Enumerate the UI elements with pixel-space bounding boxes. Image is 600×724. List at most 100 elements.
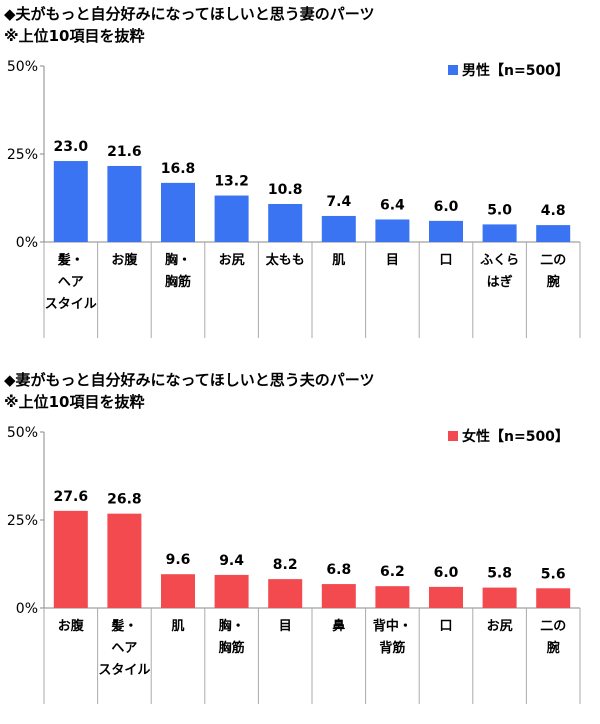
x-tick-label: 二の腕 bbox=[540, 619, 566, 656]
x-tick-label: 目 bbox=[279, 619, 292, 634]
data-label: 6.8 bbox=[326, 562, 351, 578]
bar bbox=[107, 165, 142, 242]
legend-swatch bbox=[448, 431, 458, 441]
data-label: 6.2 bbox=[380, 564, 405, 580]
legend-label: 女性【n=500】 bbox=[462, 428, 569, 445]
bar bbox=[161, 574, 195, 608]
x-tick-label: お腹 bbox=[111, 252, 138, 268]
y-tick-label: 50% bbox=[7, 425, 38, 441]
x-tick-label: 口 bbox=[439, 619, 452, 634]
data-label: 27.6 bbox=[54, 489, 89, 505]
x-tick-label-line: 太もも bbox=[265, 252, 305, 268]
x-tick-label: 髪・ヘアスタイル bbox=[98, 618, 150, 678]
x-tick-label-line: 目 bbox=[386, 253, 399, 268]
x-tick-label: 髪・ヘアスタイル bbox=[45, 252, 97, 312]
y-tick-label: 50% bbox=[7, 59, 38, 75]
bar bbox=[321, 215, 356, 242]
y-tick-label: 0% bbox=[16, 235, 38, 251]
x-tick-label-line: 髪・ bbox=[57, 252, 84, 268]
x-tick-label: 鼻 bbox=[332, 618, 345, 634]
x-tick-label-line: 胸・ bbox=[165, 252, 191, 268]
bar bbox=[536, 588, 571, 608]
x-tick-label-line: 腕 bbox=[547, 274, 560, 290]
chart-title: ◆妻がもっと自分好みになってほしいと思う夫のパーツ bbox=[4, 371, 375, 389]
x-tick-label: 背中・背筋 bbox=[373, 618, 412, 656]
data-label: 16.8 bbox=[161, 161, 196, 177]
bar bbox=[268, 579, 303, 608]
data-label: 26.8 bbox=[107, 492, 142, 508]
data-label: 10.8 bbox=[268, 182, 303, 198]
x-tick-label-line: 二の bbox=[540, 253, 566, 268]
bar bbox=[53, 161, 88, 242]
x-tick-label-line: スタイル bbox=[98, 663, 150, 678]
data-label: 6.0 bbox=[434, 199, 459, 215]
x-tick-label: 太もも bbox=[265, 252, 305, 268]
legend-swatch bbox=[448, 65, 458, 75]
x-tick-label: 肌 bbox=[332, 253, 345, 268]
bar bbox=[482, 587, 517, 608]
chart-title: ◆夫がもっと自分好みになってほしいと思う妻のパーツ bbox=[4, 5, 375, 23]
bar bbox=[107, 513, 142, 608]
x-tick-label: 口 bbox=[439, 253, 452, 268]
bar bbox=[482, 224, 517, 242]
x-tick-label: お尻 bbox=[487, 619, 513, 634]
x-tick-label: 二の腕 bbox=[540, 253, 566, 290]
data-label: 6.4 bbox=[380, 197, 405, 213]
x-tick-label-line: 二の bbox=[540, 619, 566, 634]
data-label: 5.0 bbox=[487, 202, 512, 218]
bar bbox=[429, 586, 463, 608]
x-tick-label: 胸・胸筋 bbox=[219, 618, 245, 656]
x-tick-label: お腹 bbox=[58, 618, 85, 634]
x-tick-label-line: 胸筋 bbox=[165, 274, 191, 290]
chart-section-wife: ◆妻がもっと自分好みになってほしいと思う夫のパーツ ※上位10項目を抜粋 0% 2… bbox=[0, 366, 600, 724]
y-tick-label: 25% bbox=[7, 147, 38, 163]
data-label: 4.8 bbox=[541, 203, 566, 219]
x-tick-label-line: お腹 bbox=[58, 618, 85, 634]
x-tick-label: 肌 bbox=[171, 619, 184, 634]
x-tick-label-line: お尻 bbox=[219, 253, 245, 268]
chart-section-husband: ◆夫がもっと自分好みになってほしいと思う妻のパーツ ※上位10項目を抜粋 0% 2… bbox=[4, 5, 581, 338]
x-tick-label: ふくらはぎ bbox=[480, 253, 519, 290]
data-label: 5.8 bbox=[487, 566, 512, 582]
bar bbox=[268, 203, 303, 242]
x-tick-label-line: 背中・ bbox=[373, 618, 412, 634]
x-tick-label-line: 胸筋 bbox=[219, 640, 245, 656]
x-tick-label: 目 bbox=[386, 253, 399, 268]
bar bbox=[429, 220, 463, 242]
bar bbox=[214, 574, 249, 608]
x-tick-label-line: 背筋 bbox=[379, 640, 405, 656]
x-tick-label: 胸・胸筋 bbox=[165, 252, 191, 290]
bar bbox=[375, 219, 410, 242]
data-label: 6.0 bbox=[434, 565, 459, 581]
data-label: 21.6 bbox=[107, 144, 142, 160]
chart-subtitle: ※上位10項目を抜粋 bbox=[4, 393, 145, 411]
chart-subtitle: ※上位10項目を抜粋 bbox=[4, 27, 145, 45]
x-tick-label-line: 目 bbox=[279, 619, 292, 634]
x-tick-label-line: 口 bbox=[439, 619, 452, 634]
data-label: 9.6 bbox=[166, 552, 191, 568]
x-tick-label: お尻 bbox=[219, 253, 245, 268]
x-tick-label-line: 腕 bbox=[547, 640, 560, 656]
bar bbox=[321, 584, 356, 608]
bar bbox=[375, 586, 410, 608]
data-label: 5.6 bbox=[541, 566, 566, 582]
legend-label: 男性【n=500】 bbox=[462, 62, 569, 79]
x-tick-label-line: お腹 bbox=[111, 252, 138, 268]
x-tick-label-line: 胸・ bbox=[219, 618, 245, 634]
data-label: 9.4 bbox=[219, 553, 244, 569]
data-label: 23.0 bbox=[54, 139, 89, 155]
x-tick-label-line: ヘア bbox=[58, 275, 84, 290]
x-tick-label-line: はぎ bbox=[487, 274, 513, 290]
x-tick-label-line: ふくら bbox=[480, 253, 519, 268]
x-tick-label-line: 肌 bbox=[332, 253, 345, 268]
x-tick-label-line: ヘア bbox=[111, 641, 137, 656]
x-tick-label-line: お尻 bbox=[487, 619, 513, 634]
x-tick-label-line: 鼻 bbox=[332, 618, 345, 634]
bar-chart: 0% 25% 50% 23.0 髪・ヘアスタイル 21.6 お腹 16.8 胸・胸筋 13.2 お尻… bbox=[7, 59, 581, 338]
x-tick-label-line: スタイル bbox=[45, 297, 97, 312]
data-label: 13.2 bbox=[214, 174, 249, 190]
bar bbox=[536, 225, 571, 242]
y-tick-label: 25% bbox=[7, 513, 38, 529]
data-label: 8.2 bbox=[273, 557, 298, 573]
x-tick-label-line: 髪・ bbox=[110, 618, 137, 634]
